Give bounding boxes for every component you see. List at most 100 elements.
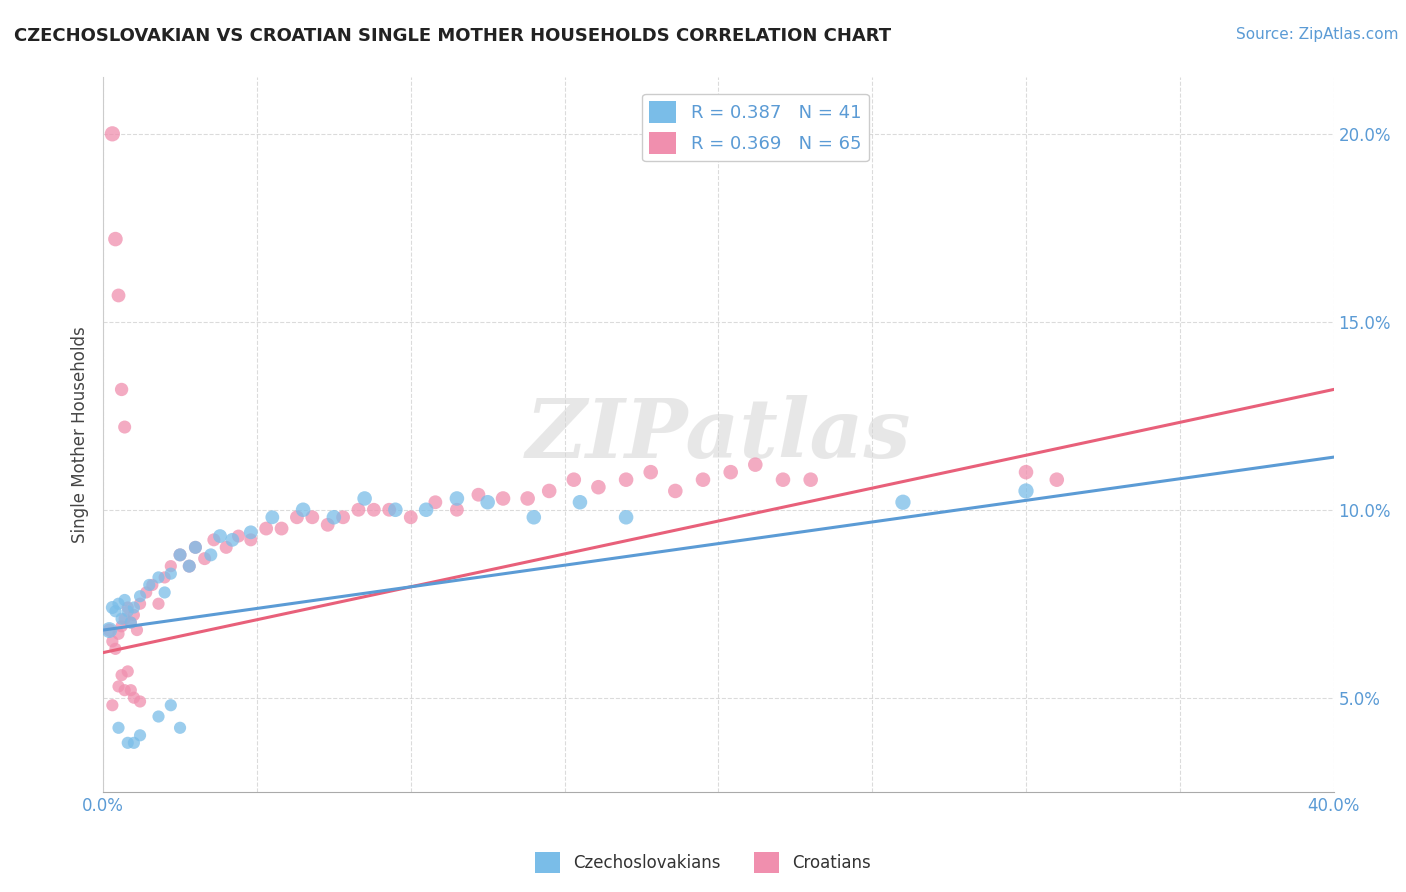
Point — [384, 502, 406, 516]
Point — [120, 615, 142, 630]
Point — [1015, 465, 1038, 479]
Point — [148, 709, 170, 723]
Point — [292, 502, 315, 516]
Text: Source: ZipAtlas.com: Source: ZipAtlas.com — [1236, 27, 1399, 42]
Point — [239, 525, 262, 540]
Legend: Czechoslovakians, Croatians: Czechoslovakians, Croatians — [529, 846, 877, 880]
Point — [200, 548, 222, 562]
Point — [129, 694, 152, 708]
Point — [122, 607, 145, 622]
Point — [110, 619, 132, 633]
Point — [179, 559, 201, 574]
Point — [101, 127, 124, 141]
Point — [221, 533, 243, 547]
Point — [110, 383, 132, 397]
Point — [107, 721, 129, 735]
Point — [125, 623, 148, 637]
Point — [107, 627, 129, 641]
Point — [122, 690, 145, 705]
Point — [159, 559, 181, 574]
Point — [516, 491, 538, 506]
Point — [800, 473, 823, 487]
Point — [254, 522, 277, 536]
Point — [492, 491, 515, 506]
Point — [114, 612, 136, 626]
Point — [117, 604, 139, 618]
Point — [169, 548, 191, 562]
Point — [98, 623, 121, 637]
Point — [101, 600, 124, 615]
Point — [228, 529, 250, 543]
Point — [425, 495, 447, 509]
Point — [179, 559, 201, 574]
Point — [169, 548, 191, 562]
Point — [117, 736, 139, 750]
Point — [415, 502, 437, 516]
Point — [891, 495, 914, 509]
Point — [129, 728, 152, 742]
Text: CZECHOSLOVAKIAN VS CROATIAN SINGLE MOTHER HOUSEHOLDS CORRELATION CHART: CZECHOSLOVAKIAN VS CROATIAN SINGLE MOTHE… — [14, 27, 891, 45]
Point — [467, 488, 489, 502]
Point — [744, 458, 766, 472]
Point — [316, 517, 339, 532]
Text: ZIPatlas: ZIPatlas — [526, 394, 911, 475]
Point — [110, 668, 132, 682]
Point — [568, 495, 591, 509]
Point — [104, 604, 127, 618]
Point — [301, 510, 323, 524]
Point — [215, 541, 238, 555]
Point — [640, 465, 662, 479]
Point — [138, 578, 160, 592]
Point — [129, 589, 152, 603]
Point — [159, 698, 181, 713]
Point — [101, 698, 124, 713]
Point — [664, 483, 686, 498]
Point — [347, 502, 370, 516]
Point — [194, 551, 217, 566]
Point — [114, 683, 136, 698]
Point — [107, 597, 129, 611]
Point — [363, 502, 385, 516]
Point — [285, 510, 308, 524]
Point — [202, 533, 225, 547]
Legend: R = 0.387   N = 41, R = 0.369   N = 65: R = 0.387 N = 41, R = 0.369 N = 65 — [643, 94, 869, 161]
Point — [122, 736, 145, 750]
Point — [120, 615, 142, 630]
Point — [184, 541, 207, 555]
Point — [184, 541, 207, 555]
Point — [588, 480, 610, 494]
Point — [148, 597, 170, 611]
Point — [1046, 473, 1069, 487]
Point — [208, 529, 231, 543]
Point — [114, 593, 136, 607]
Point — [262, 510, 284, 524]
Point — [148, 570, 170, 584]
Point — [332, 510, 354, 524]
Point — [104, 641, 127, 656]
Point — [135, 585, 157, 599]
Point — [153, 585, 176, 599]
Point — [614, 473, 637, 487]
Point — [1015, 483, 1038, 498]
Point — [114, 420, 136, 434]
Point — [98, 623, 121, 637]
Point — [110, 612, 132, 626]
Point — [141, 578, 163, 592]
Point — [129, 597, 152, 611]
Point — [446, 491, 468, 506]
Point — [772, 473, 794, 487]
Point — [477, 495, 499, 509]
Point — [562, 473, 585, 487]
Point — [104, 232, 127, 246]
Point — [153, 570, 176, 584]
Point — [101, 634, 124, 648]
Y-axis label: Single Mother Households: Single Mother Households — [72, 326, 89, 543]
Point — [117, 665, 139, 679]
Point — [169, 721, 191, 735]
Point — [692, 473, 714, 487]
Point — [120, 683, 142, 698]
Point — [322, 510, 344, 524]
Point — [446, 502, 468, 516]
Point — [538, 483, 561, 498]
Point — [107, 680, 129, 694]
